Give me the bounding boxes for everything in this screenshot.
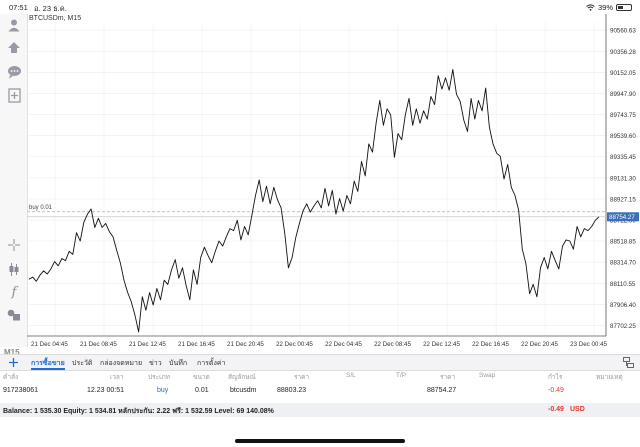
order-line-label: buy 0.01 <box>29 205 53 211</box>
col-swap: Swap <box>479 372 496 379</box>
order-time: 12.23 00:51 <box>87 387 124 394</box>
add-icon[interactable] <box>9 358 18 367</box>
y-tick-label: 89743.75 <box>610 112 636 119</box>
status-bar: 07:51 อ. 23 ธ.ค. 39% <box>0 0 640 14</box>
tab-trade[interactable]: การซื้อขาย <box>31 360 65 367</box>
date: อ. 23 ธ.ค. <box>34 4 67 13</box>
balance-bar: Balance: 1 535.30 Equity: 1 534.81 หลักป… <box>0 403 640 417</box>
order-type: buy <box>157 387 169 394</box>
col-type: ประเภท <box>148 374 170 381</box>
candles-icon[interactable] <box>6 261 22 277</box>
order-profit: -0.49 <box>548 387 564 394</box>
table-row[interactable]: 917238061 12.23 00:51 buy 0.01 btcusdm 8… <box>0 387 640 401</box>
col-sl: S/L <box>346 372 356 379</box>
trade-icon[interactable] <box>6 40 22 56</box>
y-tick-label: 89539.60 <box>610 133 636 140</box>
current-price-label: 88754.27 <box>609 214 635 221</box>
x-tick-label: 23 Dec 00:45 <box>570 341 607 348</box>
y-tick-label: 88927.15 <box>610 196 636 203</box>
indicator-icon[interactable]: f <box>11 284 17 300</box>
y-tick-label: 90152.05 <box>610 70 636 77</box>
x-tick-label: 21 Dec 20:45 <box>227 341 264 348</box>
new-order-icon[interactable] <box>6 87 22 103</box>
y-tick-label: 89947.90 <box>610 91 636 98</box>
y-tick-label: 88518.85 <box>610 239 636 246</box>
tab-settings[interactable]: การตั้งค่า <box>197 360 226 367</box>
order-symbol: btcusdm <box>230 387 257 394</box>
tab-journal[interactable]: บันทึก <box>169 360 188 367</box>
terminal-tabs: การซื้อขาย ประวัติ กล่องจดหมาย ข่าว บันท… <box>0 354 640 371</box>
x-tick-label: 22 Dec 16:45 <box>472 341 509 348</box>
active-tab-underline <box>31 368 65 370</box>
x-tick-label: 21 Dec 16:45 <box>178 341 215 348</box>
x-tick-label: 22 Dec 04:45 <box>325 341 362 348</box>
y-tick-label: 87702.25 <box>610 323 636 330</box>
x-tick-label: 22 Dec 12:45 <box>423 341 460 348</box>
y-tick-label: 88110.55 <box>610 281 636 288</box>
order-id: 917238061 <box>3 387 39 394</box>
col-time: เวลา <box>110 374 124 381</box>
y-tick-label: 90356.28 <box>610 49 636 56</box>
x-tick-label: 21 Dec 04:45 <box>31 341 68 348</box>
x-tick-label: 22 Dec 00:45 <box>276 341 313 348</box>
tab-history[interactable]: ประวัติ <box>72 360 93 367</box>
chart-toolbar: f M15 <box>0 14 28 357</box>
current-price-tag <box>607 212 639 222</box>
total-profit: -0.49 <box>548 406 564 413</box>
y-tick-label: 87906.40 <box>610 302 636 309</box>
col-price: ราคา <box>294 374 310 381</box>
x-tick-label: 22 Dec 08:45 <box>374 341 411 348</box>
col-comment: หมายเหตุ <box>596 374 623 381</box>
table-header: คำสั่ง เวลา ประเภท ขนาด สัญลักษณ์ ราคา S… <box>0 372 640 384</box>
x-tick-label: 21 Dec 12:45 <box>129 341 166 348</box>
order-open-price: 88803.23 <box>277 387 307 394</box>
chart-title: BTCUSDm, M15 <box>29 15 82 22</box>
col-symbol: สัญลักษณ์ <box>228 374 256 381</box>
home-indicator <box>235 439 405 443</box>
price-chart[interactable]: 90560.63 90356.28 90152.05 89947.90 89743.75… <box>27 14 640 354</box>
y-tick-label: 88314.70 <box>610 260 636 267</box>
objects-icon[interactable] <box>6 307 22 323</box>
order-current-price: 88754.27 <box>427 387 457 394</box>
account-icon[interactable] <box>6 17 22 33</box>
y-tick-label: 89335.45 <box>610 154 636 161</box>
col-order: คำสั่ง <box>3 374 19 381</box>
battery-percent: 39% <box>597 3 613 12</box>
x-tick-label: 22 Dec 20:45 <box>521 341 558 348</box>
col-tp: T/P <box>396 372 407 379</box>
timeframe-label[interactable]: M15 <box>4 348 20 357</box>
y-tick-label: 90560.63 <box>610 28 636 35</box>
battery-icon <box>616 4 632 11</box>
crosshair-icon[interactable] <box>6 237 22 253</box>
col-profit: กำไร <box>548 374 563 381</box>
col-volume: ขนาด <box>193 374 210 381</box>
battery-fill <box>618 6 623 9</box>
order-volume: 0.01 <box>195 387 209 394</box>
tab-mailbox[interactable]: กล่องจดหมาย <box>100 360 143 367</box>
account-summary: Balance: 1 535.30 Equity: 1 534.81 หลักป… <box>3 408 274 415</box>
status-right: 39% <box>586 3 632 12</box>
col-current-price: ราคา <box>440 374 456 381</box>
tab-news[interactable]: ข่าว <box>149 360 162 367</box>
layout-icon[interactable] <box>623 357 634 368</box>
chat-icon[interactable] <box>6 64 22 80</box>
chart-svg[interactable]: 90560.63 90356.28 90152.05 89947.90 89743.75… <box>27 14 640 354</box>
y-tick-label: 89131.30 <box>610 175 636 182</box>
clock: 07:51 <box>9 3 28 12</box>
x-tick-label: 21 Dec 08:45 <box>80 341 117 348</box>
price-line <box>28 69 600 333</box>
currency: USD <box>570 406 585 413</box>
wifi-icon <box>586 4 595 11</box>
